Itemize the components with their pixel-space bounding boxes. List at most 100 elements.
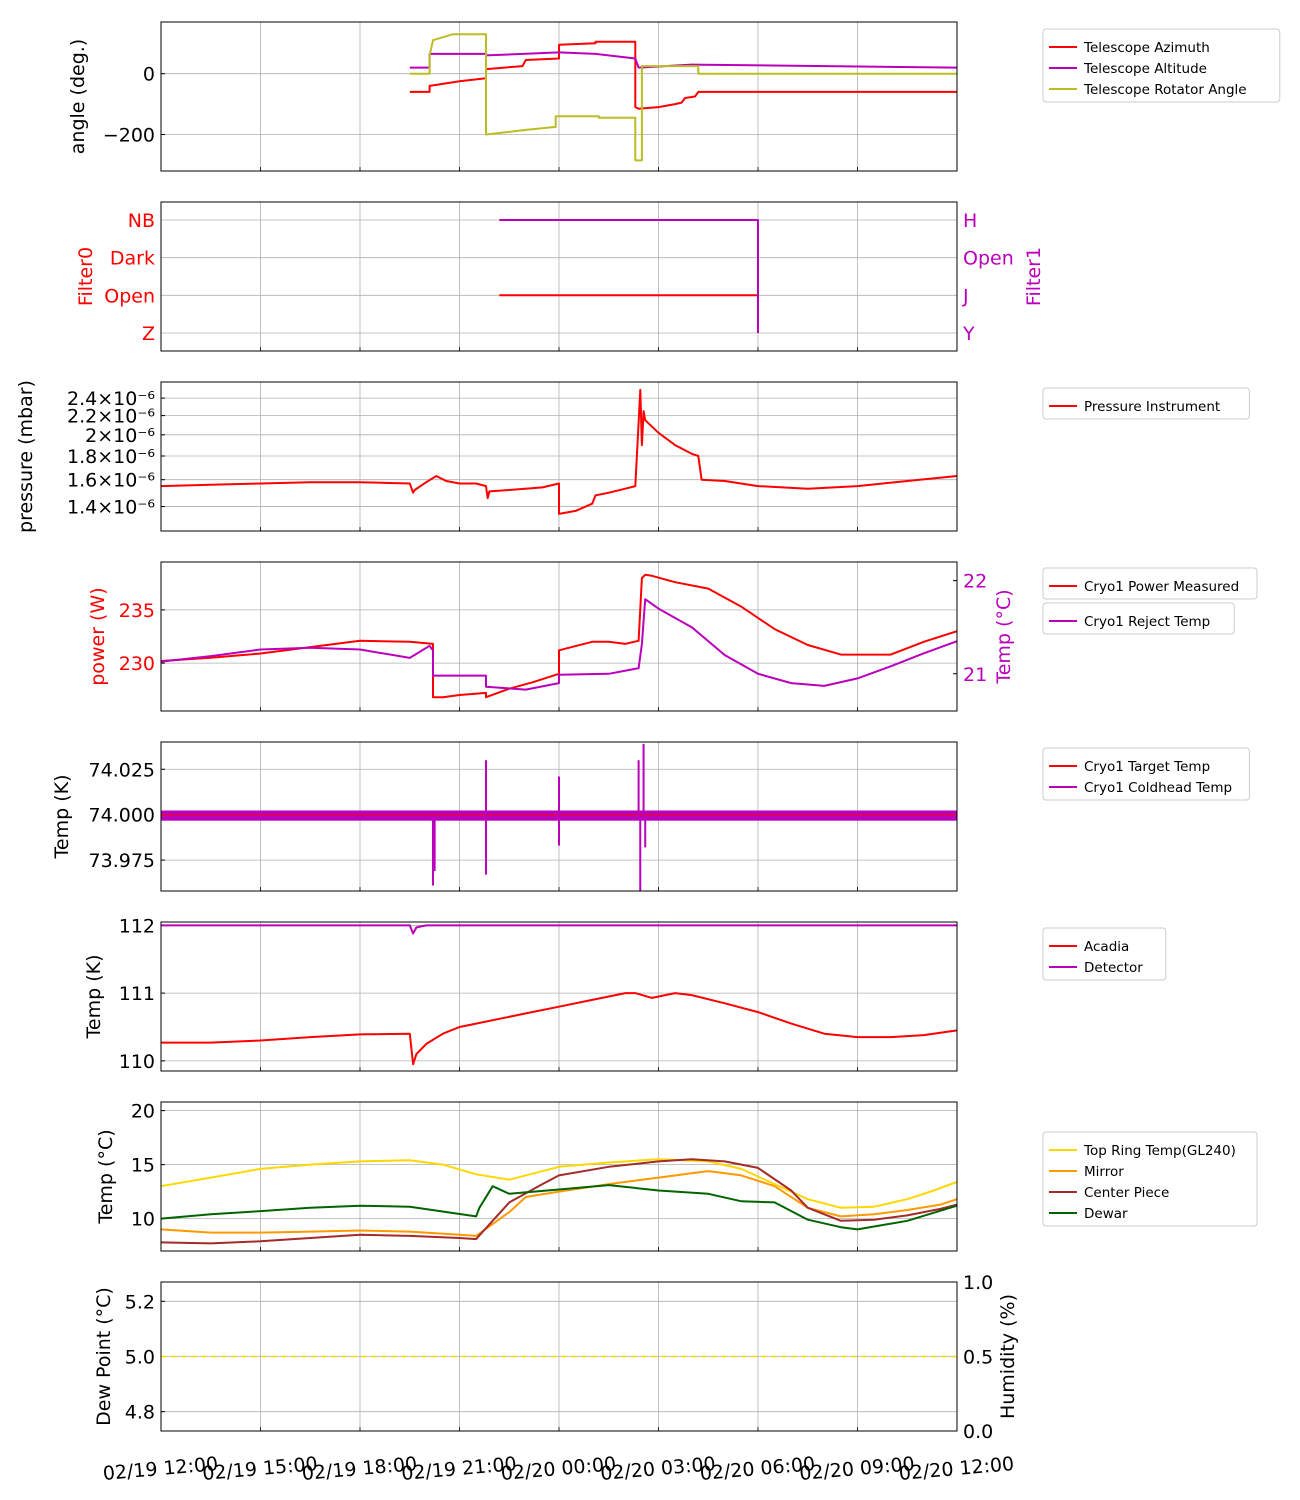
x-tick-label: 02/20 12:00 — [898, 1453, 1015, 1485]
legend-label: Cryo1 Coldhead Temp — [1084, 780, 1232, 796]
legend-label: Cryo1 Reject Temp — [1084, 614, 1210, 630]
axes-frame — [160, 1281, 958, 1432]
y-axis-label: angle (deg.) — [67, 39, 89, 154]
legend-label: Telescope Rotator Angle — [1083, 82, 1247, 98]
legend-label: Center Piece — [1084, 1185, 1169, 1201]
axes-frame — [160, 201, 958, 352]
series-line-mirror — [160, 1170, 958, 1237]
filter1-axis-label: Filter1 — [1023, 247, 1045, 306]
filter1-state-label: H — [963, 210, 977, 232]
y-tick-label: 20 — [131, 1101, 155, 1123]
filter0-state-label: Z — [142, 323, 155, 345]
axes-frame — [160, 921, 958, 1072]
y-tick-label: 112 — [119, 915, 155, 937]
series-line-pressure-instrument — [160, 388, 958, 515]
legend-pressure: Pressure Instrument — [1042, 387, 1250, 420]
legend-detector_temp: Acadia Detector — [1042, 927, 1167, 981]
y-axis-label: pressure (mbar) — [15, 380, 37, 533]
legend-label: Dewar — [1084, 1206, 1128, 1222]
panel-cryo_temp: 73.975 74.000 74.025 Temp (K) Cryo1 Target T… — [51, 741, 1250, 892]
legend-label: Cryo1 Target Temp — [1084, 759, 1210, 775]
legend-label: Telescope Azimuth — [1083, 40, 1210, 56]
filter1-state-label: Y — [962, 323, 975, 345]
series-line-acadia — [161, 992, 958, 1066]
humidity-axis-label: Humidity (%) — [997, 1294, 1019, 1419]
y-tick-label-right: 0.0 — [963, 1421, 993, 1443]
y-tick-label: 1.6×10⁻⁶ — [67, 470, 155, 492]
power-axis-label: power (W) — [87, 587, 109, 685]
y-tick-label: 2×10⁻⁶ — [85, 425, 155, 447]
legend-angles: Telescope Azimuth Telescope Altitude Teles… — [1042, 28, 1281, 103]
y-tick-label: 4.8 — [125, 1402, 155, 1424]
y-tick-label: 74.025 — [89, 759, 155, 781]
y-tick-label: 74.000 — [89, 805, 155, 827]
y-tick-label: 110 — [119, 1051, 155, 1073]
legend-frame — [1042, 747, 1250, 801]
legend-label: Pressure Instrument — [1084, 399, 1220, 415]
y-tick-label: 5.2 — [125, 1291, 155, 1313]
series-line-filter1 — [499, 219, 759, 333]
y-tick-label: 15 — [131, 1155, 155, 1177]
y-tick-label-right: 1.0 — [963, 1272, 993, 1294]
y-tick-label: 0 — [143, 64, 155, 86]
filter0-state-label: NB — [128, 210, 155, 232]
series-line-cryo1-power-measured — [160, 573, 958, 699]
legend-label: Detector — [1084, 960, 1143, 976]
panel-dew_humidity: 4.8 5.0 5.2 0.0 0.5 1.0 Dew Point (°C) Humidity… — [93, 1272, 1019, 1443]
reject-temp-axis-label: Temp (°C) — [993, 589, 1015, 684]
y-tick-label: 10 — [131, 1209, 155, 1231]
filter0-axis-label: Filter0 — [75, 247, 97, 306]
filter0-state-label: Dark — [110, 248, 155, 270]
y-tick-label: 5.0 — [125, 1347, 155, 1369]
legend-power: Cryo1 Power Measured — [1042, 567, 1258, 600]
panel-detector_temp: 110 111 112 Temp (K) Acadia Detector — [83, 915, 1167, 1073]
y-tick-label-right: 22 — [963, 571, 987, 593]
dew-point-axis-label: Dew Point (°C) — [93, 1287, 115, 1426]
axes-frame — [160, 561, 958, 712]
panel-cryo_power: 230 235 21 22 power (W) Temp (°C) Cryo1 Power … — [87, 561, 1258, 712]
y-tick-label: 111 — [119, 983, 155, 1005]
panel-filters: Z Y Open J Dark Open NB H Filter0 Filter1 — [75, 201, 1045, 352]
y-tick-label: 235 — [119, 600, 155, 622]
legend-label: Top Ring Temp(GL240) — [1083, 1143, 1236, 1159]
y-tick-label: 2.2×10⁻⁶ — [67, 406, 155, 428]
series-line-detector — [161, 924, 957, 935]
legend-label: Acadia — [1084, 939, 1129, 955]
series-line-dewar — [160, 1184, 958, 1231]
legend-frame — [1042, 387, 1250, 420]
axes-frame — [160, 21, 958, 172]
legend-frame — [1042, 1131, 1258, 1227]
y-tick-label-right: 21 — [963, 664, 987, 686]
y-tick-label-right: 0.5 — [963, 1347, 993, 1369]
legend-label: Mirror — [1084, 1164, 1124, 1180]
filter1-state-label: Open — [963, 248, 1014, 270]
legend-label: Cryo1 Power Measured — [1084, 579, 1239, 595]
y-tick-label: 73.975 — [89, 850, 155, 872]
legend-reject-temp: Cryo1 Reject Temp — [1042, 602, 1235, 635]
series-line-filter0 — [499, 294, 759, 333]
y-axis-label: Temp (K) — [51, 775, 73, 860]
legend-cryo_temp: Cryo1 Target Temp Cryo1 Coldhead Temp — [1042, 747, 1250, 801]
legend-frame — [1042, 602, 1235, 635]
y-tick-label: 230 — [119, 653, 155, 675]
legend-ambient_temp: Top Ring Temp(GL240) Mirror Center Piece De… — [1042, 1131, 1258, 1227]
series-line-telescope-azimuth — [409, 40, 957, 110]
series-line-telescope-rotator-angle — [409, 33, 957, 162]
y-axis-label: Temp (K) — [83, 955, 105, 1040]
y-tick-label: 1.4×10⁻⁶ — [67, 497, 155, 519]
axes-frame — [160, 1101, 958, 1252]
axes-frame — [160, 381, 958, 532]
panel-pressure: 1.4×10⁻⁶ 1.6×10⁻⁶1.8×10⁻⁶2×10⁻⁶2.2×10⁻⁶2.… — [15, 380, 1250, 533]
y-axis-label: Temp (°C) — [95, 1129, 117, 1224]
legend-frame — [1042, 28, 1281, 103]
y-tick-label: 2.4×10⁻⁶ — [67, 388, 155, 410]
y-tick-label: 1.8×10⁻⁶ — [67, 446, 155, 468]
legend-frame — [1042, 567, 1258, 600]
axes-frame — [160, 741, 958, 892]
legend-label: Telescope Altitude — [1083, 61, 1207, 77]
panel-ambient_temp: 10 15 20 Temp (°C) Top Ring Temp(GL240) Mirro… — [95, 1101, 1258, 1252]
series-line-cryo1-reject-temp — [160, 598, 958, 691]
filter1-state-label: J — [962, 285, 969, 307]
